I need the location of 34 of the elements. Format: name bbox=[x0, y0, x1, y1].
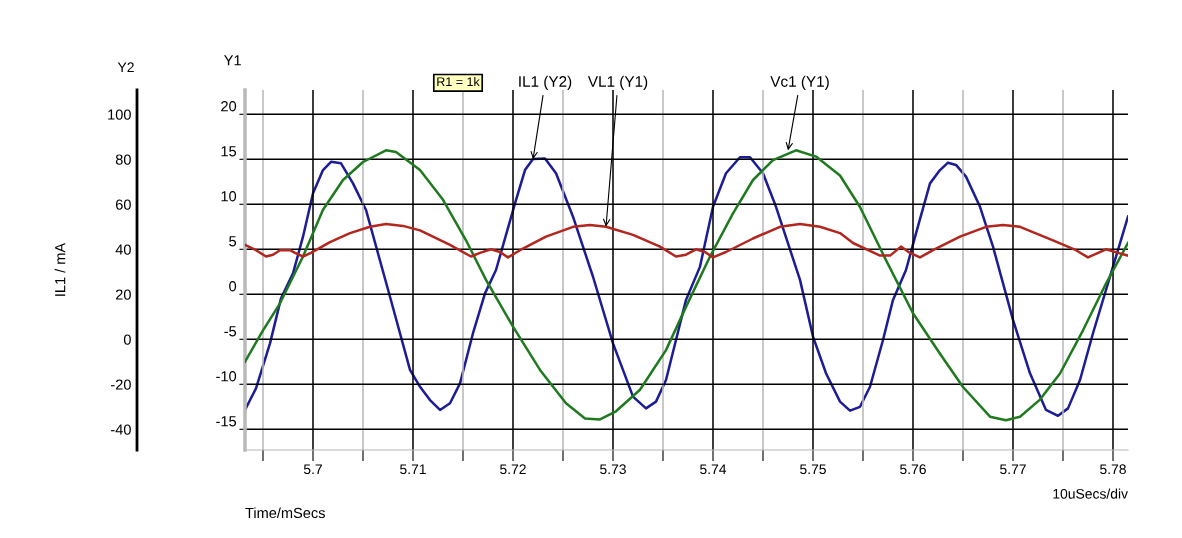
annotation: VL1 (Y1) bbox=[587, 75, 648, 90]
x-tick-label: 5.78 bbox=[1100, 464, 1126, 475]
y2-tick-label: 60 bbox=[115, 199, 131, 210]
y-tick-label: 0 bbox=[229, 281, 237, 292]
x-axis-title: Time/mSecs bbox=[245, 507, 325, 519]
y2-tick-label: -20 bbox=[111, 379, 131, 390]
text: R1 = 1k bbox=[437, 76, 480, 87]
y-tick-label: 15 bbox=[221, 146, 237, 157]
x-tick-label: 5.73 bbox=[600, 464, 626, 475]
text: 10uSecs/div bbox=[1053, 488, 1128, 499]
y-tick-label: -10 bbox=[216, 371, 237, 382]
y-tick-label: -15 bbox=[216, 416, 237, 427]
y2-tick-label: 100 bbox=[108, 109, 131, 120]
y-tick-label: -5 bbox=[224, 326, 237, 337]
y2-tick-label: 20 bbox=[115, 289, 131, 300]
x-tick-label: 5.7 bbox=[303, 464, 322, 475]
y2-tick-label: -40 bbox=[111, 424, 131, 435]
x-tick-label: 5.77 bbox=[1000, 464, 1026, 475]
x-tick-label: 5.76 bbox=[900, 464, 926, 475]
y2-tick-label: 40 bbox=[115, 244, 131, 255]
y-axis-title: Y1 bbox=[224, 55, 241, 66]
x-tick-label: 5.74 bbox=[700, 464, 727, 475]
x-tick-label: 5.75 bbox=[800, 464, 826, 475]
y-tick-label: 5 bbox=[229, 236, 237, 247]
y2-axis-title: IL1 / mA bbox=[54, 242, 66, 296]
y-tick-label: 10 bbox=[221, 191, 237, 202]
y2-tick-label: 0 bbox=[123, 334, 131, 345]
x-tick-label: 5.71 bbox=[400, 464, 426, 475]
x-tick-label: 5.72 bbox=[500, 464, 526, 475]
y-tick-label: 20 bbox=[221, 101, 237, 112]
annotation: IL1 (Y2) bbox=[519, 75, 572, 90]
annotation: Vc1 (Y1) bbox=[770, 75, 829, 90]
text: Y2 bbox=[117, 62, 134, 72]
y2-tick-label: 80 bbox=[115, 154, 131, 165]
